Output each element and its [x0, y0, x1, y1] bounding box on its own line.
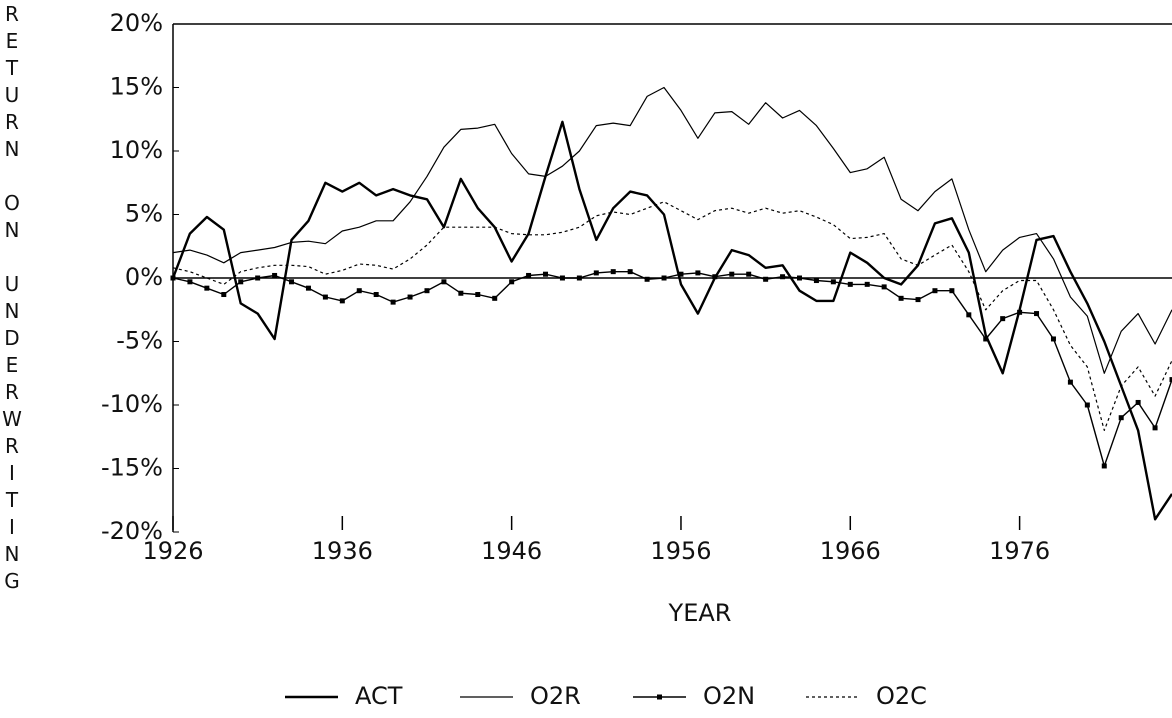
point-marker — [695, 270, 701, 276]
legend-marker — [657, 694, 662, 700]
point-marker — [187, 279, 193, 285]
point-marker — [458, 290, 464, 296]
series-line — [172, 86, 1172, 374]
y-tick-label: 10% — [110, 136, 163, 164]
point-marker — [864, 281, 870, 287]
point-marker — [576, 275, 582, 281]
point-marker — [1101, 463, 1107, 469]
y-tick-label: 5% — [125, 200, 163, 228]
point-marker — [813, 278, 819, 284]
legend-label: O2N — [703, 682, 755, 710]
point-marker — [390, 299, 396, 305]
y-tick-label: -20% — [101, 517, 163, 545]
point-marker — [441, 279, 447, 285]
point-marker — [305, 285, 311, 291]
y-axis-label: RETURN ON UNDERWRITING — [0, 2, 24, 596]
point-marker — [847, 281, 853, 287]
point-marker — [272, 272, 278, 278]
point-marker — [1084, 402, 1090, 408]
point-marker — [898, 295, 904, 301]
point-marker — [289, 279, 295, 285]
point-marker — [644, 276, 650, 282]
x-tick-label: 1926 — [142, 537, 203, 565]
point-marker — [1067, 379, 1073, 385]
y-tick-label: 20% — [110, 9, 163, 37]
point-marker — [593, 270, 599, 276]
point-marker — [475, 292, 481, 298]
point-marker — [627, 269, 633, 275]
point-marker — [1017, 309, 1023, 315]
point-marker — [966, 312, 972, 318]
point-marker — [881, 284, 887, 290]
legend-label: O2C — [876, 682, 927, 710]
point-marker — [1050, 336, 1056, 342]
point-marker — [407, 294, 413, 300]
point-marker — [509, 279, 515, 285]
x-axis-label: YEAR — [668, 599, 732, 627]
point-marker — [373, 292, 379, 298]
point-marker — [356, 288, 362, 294]
x-tick-label: 1946 — [481, 537, 542, 565]
point-marker — [1034, 311, 1040, 317]
point-marker — [830, 279, 836, 285]
series-line — [171, 120, 1172, 521]
point-marker — [712, 274, 718, 280]
point-marker — [170, 275, 176, 281]
point-marker — [780, 274, 786, 280]
point-marker — [915, 297, 921, 303]
point-marker — [661, 275, 667, 281]
point-marker — [678, 271, 684, 277]
point-marker — [746, 271, 752, 277]
point-marker — [796, 275, 802, 281]
y-tick-label: 15% — [110, 73, 163, 101]
point-marker — [1000, 316, 1006, 322]
point-marker — [255, 275, 261, 281]
point-marker — [543, 271, 549, 277]
y-tick-label: -10% — [101, 390, 163, 418]
point-marker — [322, 294, 328, 300]
point-marker — [983, 336, 989, 342]
point-marker — [424, 288, 430, 294]
x-tick-label: 1936 — [312, 537, 373, 565]
x-tick-label: 1966 — [820, 537, 881, 565]
series-line — [172, 271, 1172, 467]
point-marker — [559, 275, 565, 281]
legend-label: O2R — [530, 682, 581, 710]
point-marker — [763, 276, 769, 282]
y-tick-label: -15% — [101, 454, 163, 482]
point-marker — [1135, 399, 1141, 405]
legend-label: ACT — [355, 682, 403, 710]
point-marker — [526, 272, 532, 278]
point-marker — [492, 295, 498, 301]
point-marker — [932, 288, 938, 294]
point-marker — [1169, 377, 1172, 383]
series-line — [172, 201, 1172, 431]
y-tick-label: 0% — [125, 263, 163, 291]
point-marker — [221, 292, 227, 298]
x-tick-label: 1976 — [989, 537, 1050, 565]
point-marker — [1152, 425, 1158, 431]
point-marker — [339, 298, 345, 304]
x-tick-label: 1956 — [650, 537, 711, 565]
y-tick-label: -5% — [116, 327, 163, 355]
point-marker — [1118, 415, 1124, 421]
point-marker — [949, 288, 955, 294]
point-marker — [729, 271, 735, 277]
point-marker — [610, 269, 616, 275]
point-marker — [238, 279, 244, 285]
point-marker — [204, 285, 210, 291]
